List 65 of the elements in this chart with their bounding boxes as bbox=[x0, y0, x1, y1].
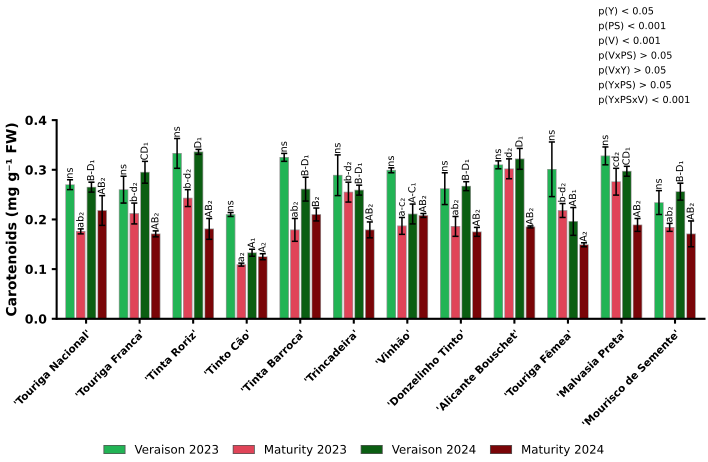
data-label: B-D₁ bbox=[354, 163, 362, 184]
data-label: ns bbox=[174, 126, 180, 137]
data-label: B-D₁ bbox=[462, 160, 469, 180]
data-label: CD₁ bbox=[140, 142, 148, 160]
data-label: A-C₁ bbox=[408, 182, 416, 203]
data-label: A₂ bbox=[258, 242, 266, 253]
data-label: ns bbox=[281, 142, 287, 152]
legend-label: Veraison 2023 bbox=[134, 444, 218, 454]
y-tick-label: 0.4 bbox=[25, 116, 46, 126]
data-label: b-d₂ bbox=[183, 170, 191, 188]
data-label: B-D₁ bbox=[301, 155, 308, 176]
data-label: ab₂ bbox=[450, 200, 458, 215]
data-label: B-D₁ bbox=[87, 160, 94, 180]
data-label: ab₂ bbox=[664, 207, 672, 222]
data-label: AB₂ bbox=[472, 210, 480, 226]
data-label: AB₂ bbox=[686, 203, 694, 220]
data-label: ns bbox=[549, 130, 555, 140]
text: p(YxPSxV) < 0.001 bbox=[599, 96, 690, 106]
y-axis-title: Carotenoids (mg g⁻¹ FW) bbox=[6, 124, 20, 316]
data-label: ab₂ bbox=[290, 202, 298, 217]
data-label: a-c₂ bbox=[399, 198, 405, 216]
data-label: ns bbox=[496, 149, 502, 159]
data-label: ns bbox=[442, 161, 448, 171]
data-label: AB₂ bbox=[365, 204, 373, 221]
data-label: d₂ bbox=[504, 148, 512, 158]
legend-label: Veraison 2024 bbox=[392, 444, 476, 454]
data-label: ns bbox=[388, 156, 394, 166]
text: p(Y) < 0.05 bbox=[599, 6, 654, 16]
data-label: ns bbox=[67, 168, 73, 178]
data-label: A₂ bbox=[580, 232, 587, 242]
data-label: AB₂ bbox=[204, 200, 212, 218]
data-label: CD₁ bbox=[622, 148, 630, 165]
data-label: A₁ bbox=[248, 238, 255, 248]
data-label: AB₂ bbox=[418, 196, 426, 212]
text: p(VxY) > 0.05 bbox=[599, 66, 666, 76]
data-label: cd₂ bbox=[611, 152, 619, 167]
data-label: AB₂ bbox=[633, 200, 640, 218]
data-label: D₁ bbox=[194, 138, 202, 148]
data-label: B-D₁ bbox=[676, 161, 684, 182]
data-label: b-d₂ bbox=[344, 162, 352, 180]
legend-label: Maturity 2023 bbox=[265, 444, 346, 456]
legend-label: Maturity 2024 bbox=[522, 444, 604, 456]
data-label: D₁ bbox=[515, 136, 522, 146]
y-tick-label: 0.1 bbox=[25, 264, 46, 274]
data-label: B₂ bbox=[312, 197, 320, 206]
data-label: ns bbox=[334, 143, 341, 154]
data-label: a₂ bbox=[238, 252, 244, 262]
data-label: ns bbox=[228, 200, 234, 211]
text: p(YxPS) > 0.05 bbox=[599, 80, 671, 90]
data-label: b-d₂ bbox=[130, 182, 138, 202]
data-label: ns bbox=[602, 135, 608, 146]
text: p(PS) < 0.001 bbox=[599, 22, 666, 32]
text: p(V) < 0.001 bbox=[599, 36, 660, 46]
y-tick-label: 0.0 bbox=[25, 314, 46, 324]
data-label: ns bbox=[656, 178, 662, 189]
data-label: AB₂ bbox=[98, 178, 105, 195]
data-label: ab₂ bbox=[76, 212, 84, 228]
data-label: AB₂ bbox=[526, 208, 534, 225]
text: p(VxPS) > 0.05 bbox=[599, 51, 672, 61]
data-label: ns bbox=[120, 164, 126, 174]
data-label: AB₁ bbox=[568, 190, 576, 206]
y-tick-label: 0.3 bbox=[25, 165, 46, 175]
data-label: AB₂ bbox=[151, 213, 158, 230]
y-tick-label: 0.2 bbox=[25, 214, 46, 224]
data-label: b-d₂ bbox=[558, 183, 566, 202]
